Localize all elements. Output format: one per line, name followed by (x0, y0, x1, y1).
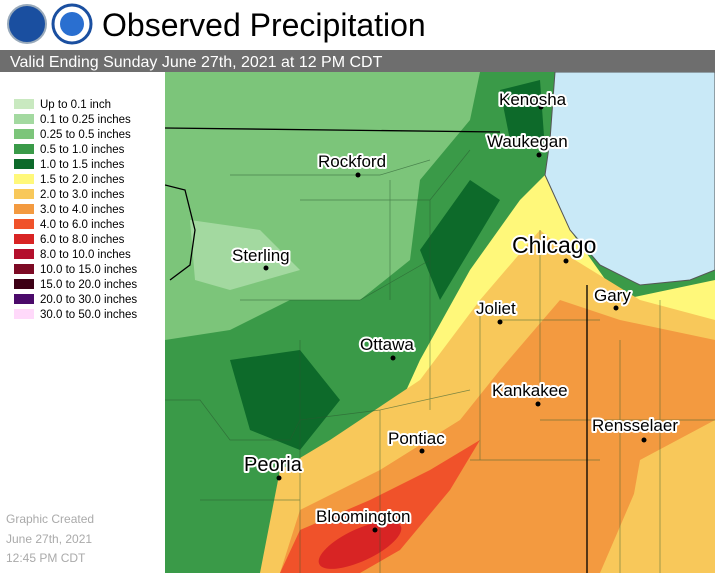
footer-text: Graphic Created (6, 512, 94, 526)
legend-label: Up to 0.1 inch (40, 99, 111, 111)
city-dots (263, 104, 647, 533)
city-label: Chicago (512, 232, 596, 258)
city-dot (535, 401, 541, 407)
city-label: Rockford (318, 152, 386, 171)
legend: Up to 0.1 inch 0.1 to 0.25 inches 0.25 to … (14, 99, 137, 321)
city-dot (497, 319, 503, 325)
legend-label: 1.5 to 2.0 inches (40, 174, 125, 186)
legend-label: 8.0 to 10.0 inches (40, 249, 131, 261)
city-dot (538, 104, 544, 110)
precip-area (190, 220, 300, 290)
precip-area (230, 80, 545, 450)
city-label: Joliet (476, 299, 516, 318)
city-dot (276, 475, 282, 481)
footer-text: June 27th, 2021 (6, 532, 92, 546)
legend-swatch (14, 144, 34, 154)
legend-swatch (14, 159, 34, 169)
city-dot (613, 305, 619, 311)
footer-text: 12:45 PM CDT (6, 551, 86, 565)
nws-logo-inner (60, 12, 84, 36)
subtitle-bar (0, 50, 715, 72)
legend-label: 0.5 to 1.0 inches (40, 144, 125, 156)
noaa-logo (7, 4, 47, 44)
legend-swatch (14, 279, 34, 289)
legend-swatch (14, 129, 34, 139)
legend-swatch (14, 204, 34, 214)
city-dot (536, 152, 542, 158)
legend-swatch (14, 264, 34, 274)
title: Observed Precipitation (102, 7, 426, 43)
subtitle: Valid Ending Sunday June 27th, 2021 at 1… (10, 54, 383, 71)
legend-swatch (14, 234, 34, 244)
city-dot (263, 265, 269, 271)
legend-label: 4.0 to 6.0 inches (40, 219, 125, 231)
legend-label: 15.0 to 20.0 inches (40, 279, 137, 291)
city-label: Kenosha (499, 90, 567, 109)
city-label: Bloomington (316, 507, 411, 526)
lake-michigan (544, 72, 715, 286)
map (165, 72, 715, 573)
city-label: Ottawa (360, 335, 414, 354)
legend-label: 1.0 to 1.5 inches (40, 159, 125, 171)
city-dot (641, 437, 647, 443)
city-label: Gary (594, 286, 631, 305)
precip-area (600, 440, 715, 573)
city-label: Peoria (244, 454, 303, 476)
city-label: Kankakee (492, 381, 568, 400)
legend-label: 0.25 to 0.5 inches (40, 129, 131, 141)
legend-swatch (14, 219, 34, 229)
legend-swatch (14, 249, 34, 259)
city-label: Sterling (232, 246, 290, 265)
legend-swatch (14, 114, 34, 124)
city-dot (355, 172, 361, 178)
city-label: Waukegan (487, 132, 568, 151)
city-dot (372, 527, 378, 533)
precip-area (318, 521, 402, 569)
legend-label: 3.0 to 4.0 inches (40, 204, 125, 216)
legend-swatch (14, 309, 34, 319)
legend-label: 0.1 to 0.25 inches (40, 114, 131, 126)
city-dot (563, 258, 569, 264)
city-label: Rensselaer (592, 416, 678, 435)
legend-label: 20.0 to 30.0 inches (40, 294, 137, 306)
city-dot (419, 448, 425, 454)
legend-label: 6.0 to 8.0 inches (40, 234, 125, 246)
state-lines (165, 127, 588, 573)
city-dot (390, 355, 396, 361)
city-label: Pontiac (388, 429, 445, 448)
legend-label: 10.0 to 15.0 inches (40, 264, 137, 276)
legend-swatch (14, 189, 34, 199)
county-lines (165, 149, 715, 573)
legend-swatch (14, 99, 34, 109)
legend-swatch (14, 294, 34, 304)
legend-label: 2.0 to 3.0 inches (40, 189, 125, 201)
legend-swatch (14, 174, 34, 184)
legend-label: 30.0 to 50.0 inches (40, 309, 137, 321)
